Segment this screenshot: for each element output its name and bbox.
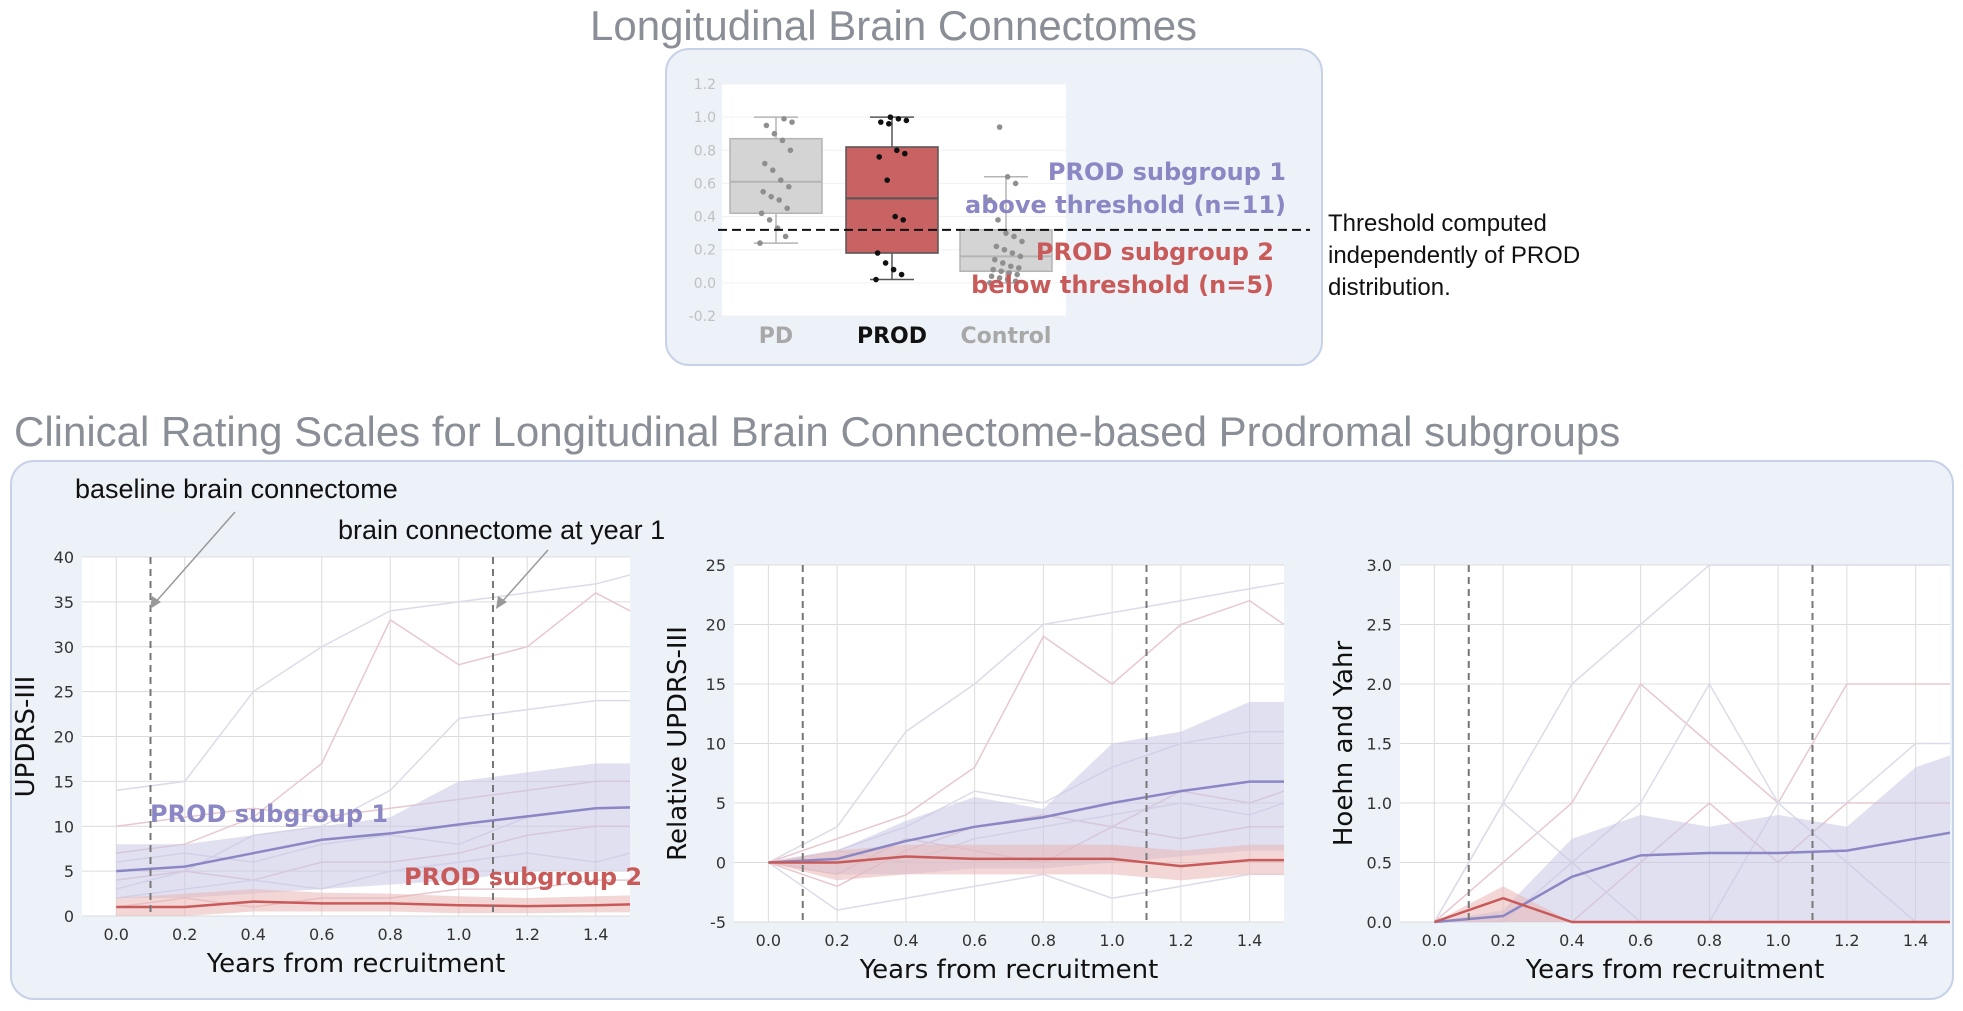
top-title: Longitudinal Brain Connectomes <box>590 2 1198 49</box>
bottom-panel <box>10 460 1954 1000</box>
top-panel <box>665 48 1323 366</box>
bottom-title: Clinical Rating Scales for Longitudinal … <box>14 408 1621 455</box>
annotation-year1: brain connectome at year 1 <box>338 515 666 545</box>
annotation-baseline: baseline brain connectome <box>75 474 398 504</box>
threshold-note: Threshold computed independently of PROD… <box>1328 210 1581 301</box>
